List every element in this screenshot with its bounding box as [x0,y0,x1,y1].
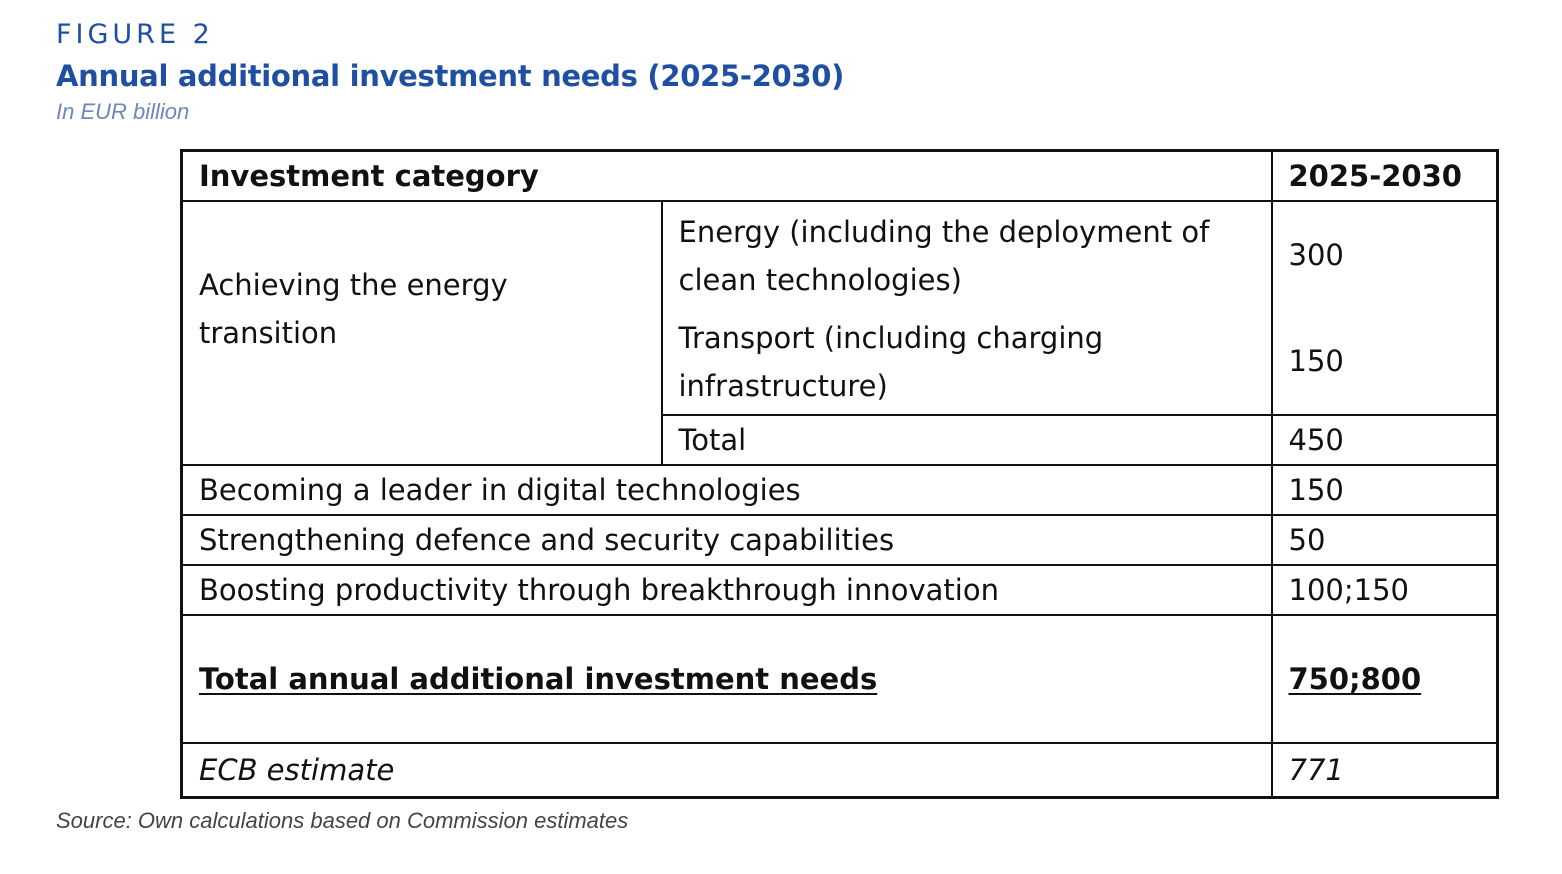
table-row-energy: Achieving the energy transition Energy (… [180,200,1499,466]
digital-technologies-label: Becoming a leader in digital technologie… [180,464,1273,516]
grand-total-value: 750;800 [1270,614,1499,744]
defence-security-value: 50 [1270,514,1499,566]
table-header-row: Investment category 2025-2030 [180,149,1499,202]
breakthrough-innovation-value: 100;150 [1270,564,1499,616]
digital-technologies-value: 150 [1270,464,1499,516]
table-row: Strengthening defence and security capab… [180,514,1499,566]
header-investment-category: Investment category [180,149,1273,202]
grand-total-label-text: Total annual additional investment needs [199,662,878,696]
header-period: 2025-2030 [1270,149,1499,202]
transport-subcategory-label: Transport (including charging infrastruc… [661,308,1273,415]
grand-total-label: Total annual additional investment needs [180,614,1273,744]
investment-table: Investment category 2025-2030 Achieving … [180,149,1499,799]
table-row: Becoming a leader in digital technologie… [180,464,1499,516]
transport-subcategory-value: 150 [1270,308,1499,416]
figure-label: FIGURE 2 [56,19,214,50]
table-row-energy-total: Total 450 [182,414,1499,466]
energy-transition-total-label: Total [661,414,1273,466]
energy-transition-label: Achieving the energy transition [180,200,663,466]
figure-title: Annual additional investment needs (2025… [56,59,845,93]
energy-transition-total-value: 450 [1270,414,1499,466]
table-row-grand-total: Total annual additional investment needs… [180,614,1499,744]
ecb-estimate-label: ECB estimate [180,742,1273,798]
defence-security-label: Strengthening defence and security capab… [180,514,1273,566]
energy-subcategory-value: 300 [1270,200,1499,308]
energy-subcategory-label: Energy (including the deployment of clea… [661,201,1273,308]
figure-subtitle: In EUR billion [56,99,190,124]
figure-source: Source: Own calculations based on Commis… [56,808,629,833]
ecb-estimate-value: 771 [1270,742,1499,798]
grand-total-value-text: 750;800 [1288,662,1422,696]
table-row-transport: Transport (including charging infrastruc… [182,308,1499,416]
table-row: Boosting productivity through breakthrou… [180,564,1499,616]
table-row-ecb-estimate: ECB estimate 771 [180,742,1499,798]
breakthrough-innovation-label: Boosting productivity through breakthrou… [180,564,1273,616]
